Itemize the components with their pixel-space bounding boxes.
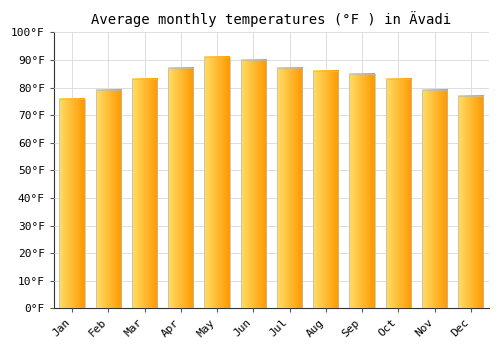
Bar <box>96 90 121 308</box>
Bar <box>350 74 374 308</box>
Bar <box>168 68 194 308</box>
Bar <box>204 57 230 308</box>
Bar <box>277 68 302 308</box>
Bar <box>132 79 157 308</box>
Bar <box>458 96 483 308</box>
Bar <box>313 71 338 308</box>
Bar <box>60 99 84 308</box>
Bar <box>422 90 447 308</box>
Title: Average monthly temperatures (°F ) in Ävadi: Average monthly temperatures (°F ) in Äv… <box>92 11 452 27</box>
Bar <box>386 79 411 308</box>
Bar <box>240 60 266 308</box>
